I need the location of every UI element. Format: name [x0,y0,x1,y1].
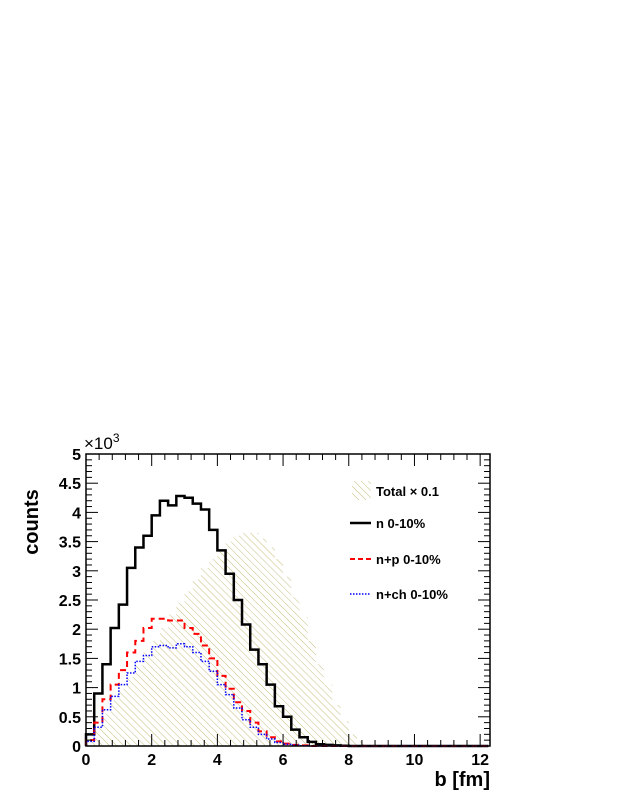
y-tick-label: 3.5 [59,535,81,552]
y-tick-label: 4.5 [59,476,81,493]
x-tick-label: 2 [147,752,156,769]
y-axis-title: counts [21,489,43,555]
x-tick-label: 8 [344,752,353,769]
y-tick-label: 3 [72,564,81,581]
x-tick-label: 0 [82,752,91,769]
y-tick-label: 0 [72,739,81,756]
y-multiplier-exponent: 3 [113,431,120,445]
y-tick-label: 1.5 [59,651,81,668]
y-tick-label: 2 [72,622,81,639]
y-multiplier: ×103 [84,431,120,453]
y-tick-labels: 0 0.5 1 1.5 2 2.5 3 3.5 4 4.5 5 [59,447,81,756]
y-tick-label: 2.5 [59,593,81,610]
legend-label-n: n 0-10% [376,516,426,531]
x-tick-label: 6 [279,752,288,769]
y-multiplier-base: ×10 [84,434,113,453]
x-axis-title: b [fm] [434,769,490,791]
legend-label-np: n+p 0-10% [376,552,441,567]
y-tick-label: 0.5 [59,710,81,727]
legend-swatch-total [352,481,371,500]
series-nch-line [85,643,489,747]
legend: Total × 0.1 n 0-10% n+p 0-10% n+ch 0-10% [350,481,448,602]
y-tick-label: 4 [72,505,81,522]
x-tick-labels: 0 2 4 6 8 10 12 [82,752,490,769]
x-tick-label: 12 [471,752,489,769]
legend-label-nch: n+ch 0-10% [376,587,448,602]
y-tick-label: 5 [72,447,81,464]
total-series-fill [86,532,489,746]
x-tick-label: 10 [406,752,424,769]
series-total-area [86,532,489,746]
legend-label-total: Total × 0.1 [376,484,439,499]
y-tick-label: 1 [72,681,81,698]
x-tick-label: 4 [213,752,222,769]
axis-ticks [85,453,490,747]
